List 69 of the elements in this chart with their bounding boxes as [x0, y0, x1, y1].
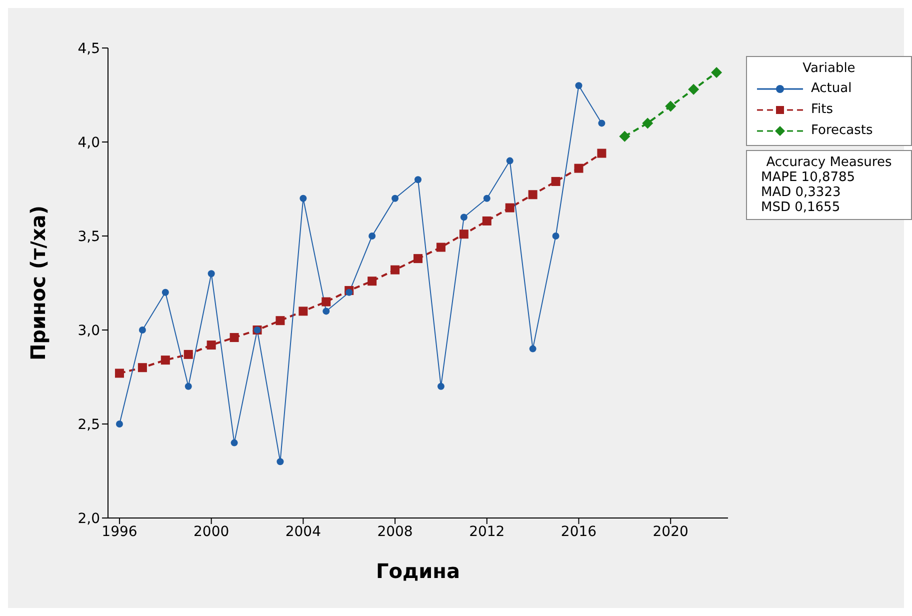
point	[138, 363, 147, 372]
point	[206, 340, 216, 350]
point	[298, 306, 308, 316]
legend-title: Variable	[802, 61, 856, 76]
point	[276, 458, 284, 466]
point	[368, 232, 376, 240]
point	[276, 316, 285, 326]
text: Accuracy Measures	[765, 155, 893, 170]
x-tick-label: 1996	[102, 524, 138, 540]
point	[300, 194, 307, 202]
point	[230, 439, 238, 446]
legend-label: Fits	[811, 102, 834, 117]
point	[529, 345, 536, 352]
point	[575, 82, 582, 90]
point	[116, 420, 123, 428]
point	[184, 350, 193, 359]
point	[574, 164, 584, 173]
legend-label: Forecasts	[811, 123, 873, 138]
x-tick-label: 2012	[469, 524, 505, 540]
point	[322, 297, 331, 306]
point	[598, 120, 606, 127]
point	[346, 288, 353, 296]
x-tick-label: 2000	[194, 524, 230, 540]
x-tick-label: 2016	[560, 524, 597, 540]
point	[506, 157, 514, 164]
point	[437, 382, 444, 390]
point	[711, 66, 722, 78]
point	[459, 230, 468, 239]
point	[114, 368, 124, 378]
text: MAD 0,3323	[760, 185, 842, 200]
point	[230, 333, 239, 342]
y-tick-label: 2,5	[78, 416, 100, 433]
y-tick-label: 4,0	[78, 134, 100, 151]
point	[436, 242, 446, 252]
point	[392, 194, 399, 202]
x-tick-label: 2004	[285, 524, 322, 540]
point	[597, 148, 606, 158]
x-tick-label: 2020	[652, 524, 688, 540]
text: MSD 0,1655	[760, 200, 842, 215]
point	[665, 100, 676, 112]
legend-label: Actual	[811, 81, 852, 96]
y-tick-label: 4,5	[78, 40, 100, 57]
y-tick-label: 3,0	[78, 322, 100, 339]
point	[642, 118, 654, 129]
y-tick-label: 2,0	[78, 510, 100, 527]
text: MAPE 10,8785	[760, 170, 856, 185]
point	[482, 216, 492, 226]
point	[619, 130, 630, 142]
point	[162, 288, 169, 296]
point	[505, 203, 514, 212]
point	[483, 194, 490, 202]
x-axis-title: Година	[376, 559, 460, 583]
y-tick-label: 3,5	[78, 228, 100, 245]
point	[460, 214, 468, 221]
point	[160, 356, 170, 365]
y-axis-title: Принос (т/ха)	[26, 205, 50, 361]
point	[184, 382, 192, 390]
point	[138, 326, 146, 334]
x-tick-label: 2008	[377, 524, 413, 540]
point	[390, 265, 400, 274]
point	[368, 276, 377, 286]
point	[552, 232, 560, 240]
point	[528, 190, 538, 200]
point	[688, 84, 700, 95]
point	[208, 270, 215, 278]
point	[414, 176, 422, 184]
point	[322, 308, 330, 315]
point	[414, 254, 422, 264]
point	[551, 176, 560, 186]
